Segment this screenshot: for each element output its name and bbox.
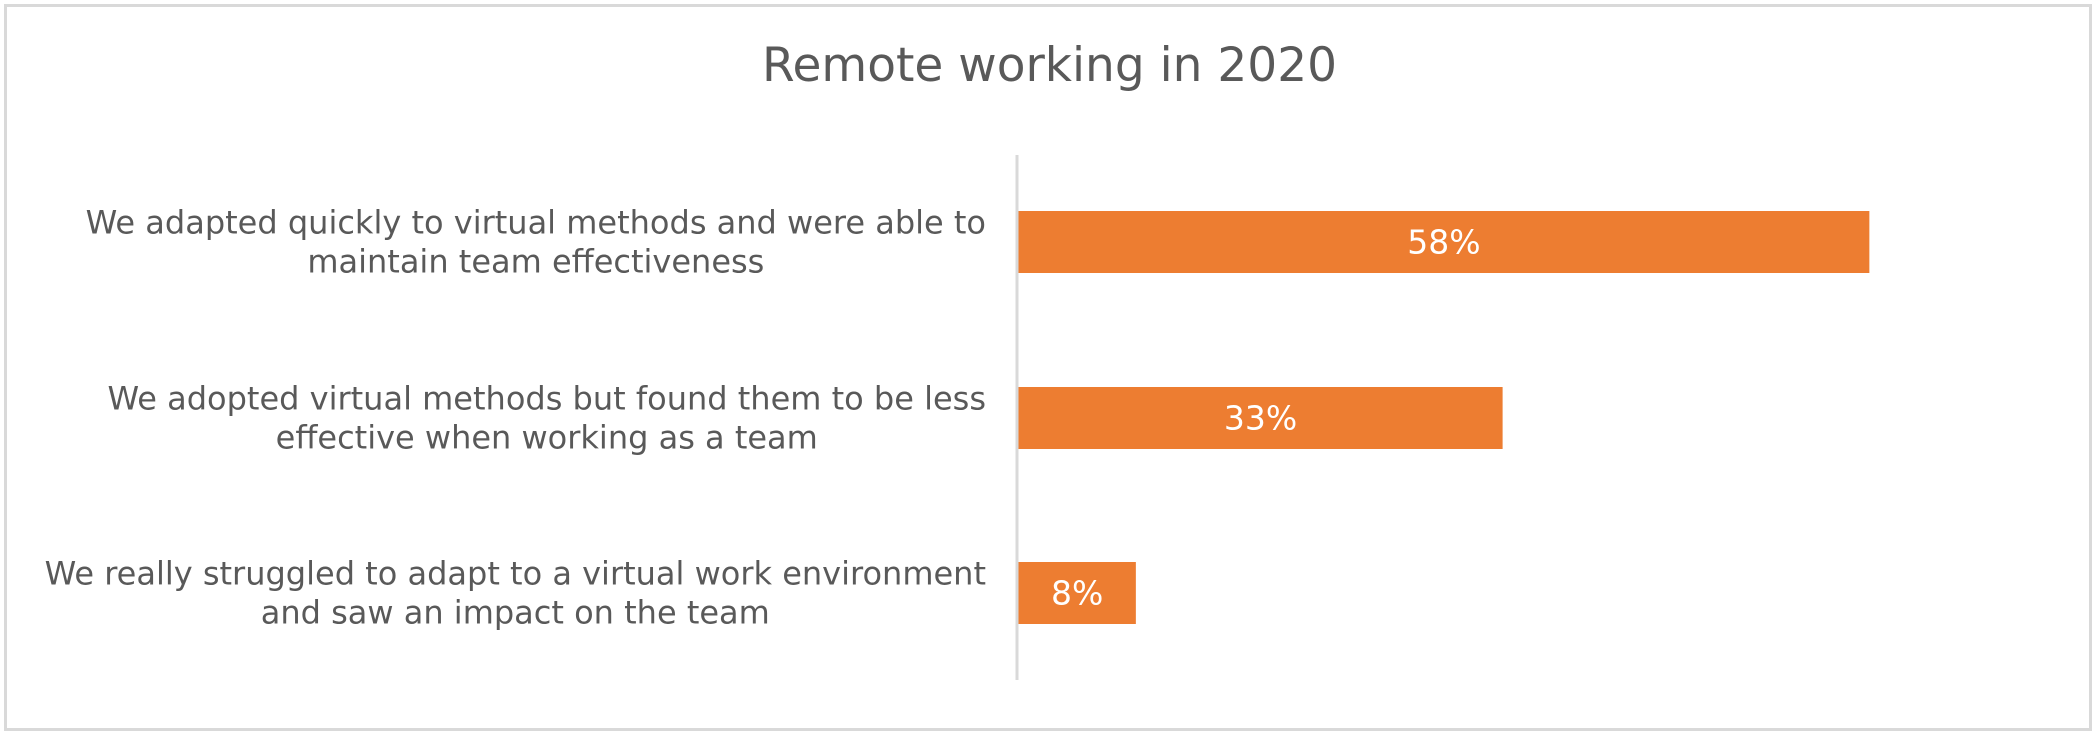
bar-3 xyxy=(1018,562,1136,624)
bar-1 xyxy=(1018,211,1870,273)
data-label-1: 58% xyxy=(1407,223,1480,262)
category-label-1: We adapted quickly to virtual methods an… xyxy=(86,204,986,281)
data-label-3: 8% xyxy=(1051,574,1103,613)
data-label-2: 33% xyxy=(1224,399,1297,438)
category-label-2: We adopted virtual methods but found the… xyxy=(107,380,986,457)
chart-title: Remote working in 2020 xyxy=(761,38,1338,93)
bar-2 xyxy=(1018,387,1503,449)
category-label-3: We really struggled to adapt to a virtua… xyxy=(45,555,986,632)
